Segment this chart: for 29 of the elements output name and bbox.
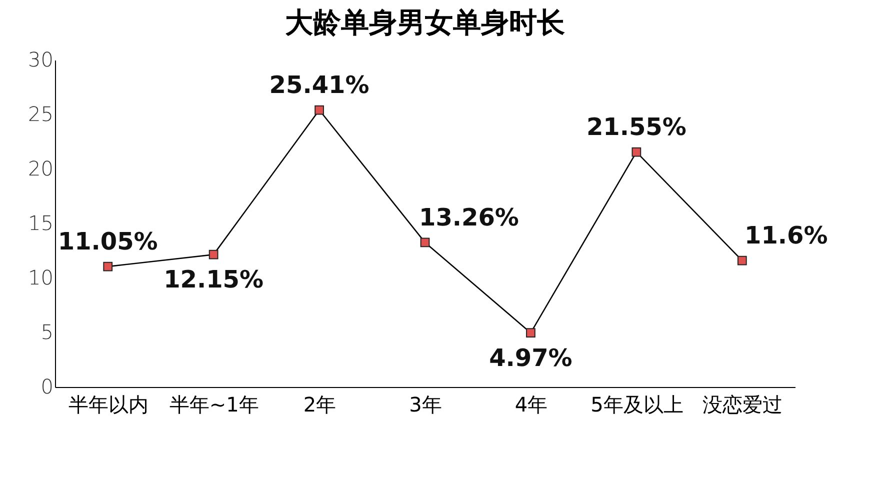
y-tick-label: 25	[28, 102, 54, 126]
x-tick-label: 2年	[303, 392, 336, 416]
point	[103, 262, 113, 272]
data-label: 11.05%	[58, 228, 158, 256]
point	[208, 250, 218, 260]
point	[420, 238, 430, 248]
x-tick-label: 5年及以上	[590, 392, 684, 416]
data-label: 4.97%	[489, 344, 572, 372]
point	[632, 147, 642, 157]
data-label: 21.55%	[586, 113, 686, 142]
y-tick-label: 30	[28, 48, 54, 72]
y-tick-label: 20	[28, 156, 54, 180]
data-label: 11.6%	[744, 222, 828, 250]
data-label: 12.15%	[164, 266, 264, 294]
y-tick-label: 15	[28, 211, 54, 235]
x-tick-label: 半年~1年	[169, 392, 259, 416]
x-tick-label: 没恋爱过	[702, 392, 783, 416]
data-label: 13.26%	[419, 203, 519, 232]
y-tick-label: 0	[40, 374, 54, 398]
chart-title: 大龄单身男女单身时长	[285, 6, 565, 39]
data-label: 25.41%	[269, 71, 370, 100]
y-tick-label: 5	[40, 320, 54, 344]
x-tick-label: 半年以内	[68, 392, 148, 416]
x-tick-label: 4年	[514, 392, 548, 416]
y-tick-label: 10	[28, 266, 54, 290]
point	[314, 105, 324, 115]
x-tick-label: 3年	[409, 392, 442, 416]
point	[737, 256, 747, 266]
point	[526, 328, 536, 338]
